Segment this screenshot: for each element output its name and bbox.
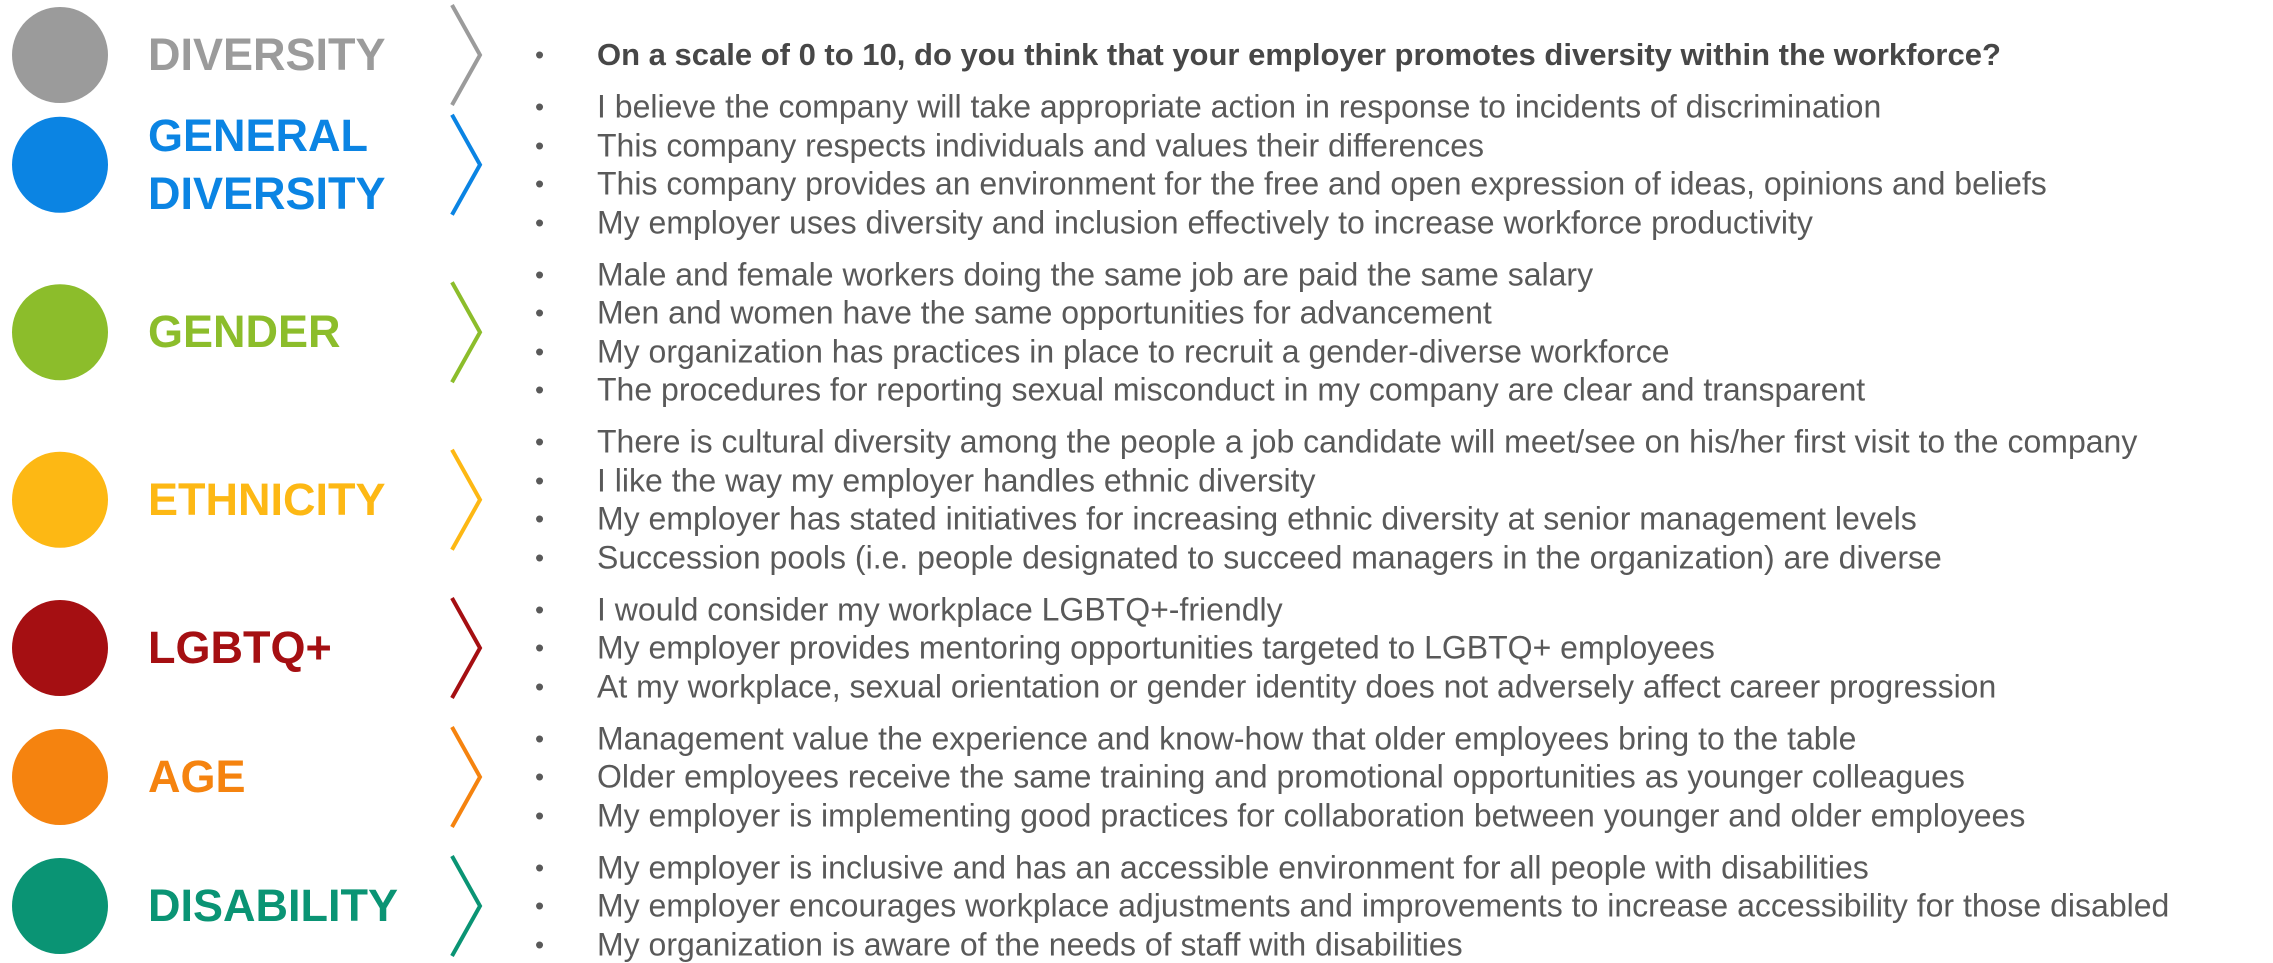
bullet: • [535, 503, 545, 534]
bullet: • [535, 130, 545, 160]
bullet: • [535, 632, 545, 663]
chevron [450, 597, 483, 699]
item-text: My employer has stated initiatives for i… [597, 500, 1917, 537]
section-label: DISABILITY [148, 880, 399, 931]
bullet: • [535, 39, 545, 70]
bullet: • [535, 297, 545, 328]
bullet: • [535, 465, 545, 495]
chevron [450, 855, 483, 957]
bullet: • [535, 761, 545, 792]
bullet: • [535, 91, 545, 122]
item-text: My employer is implementing good practic… [597, 797, 2026, 833]
bullet: • [535, 207, 545, 237]
section-label: GENERAL DIVERSITY [148, 109, 386, 219]
item-text: Men and women have the same opportunitie… [597, 294, 1492, 331]
item-text: Older employees receive the same trainin… [597, 758, 1965, 795]
item-text: My employer provides mentoring opportuni… [597, 629, 1715, 666]
section-dot [12, 858, 108, 954]
item-text: This company provides an environment for… [597, 165, 2047, 202]
bullet: • [535, 723, 545, 753]
item-text: My employer encourages workplace adjustm… [597, 887, 2170, 924]
bullet: • [535, 594, 545, 624]
section-label: AGE [148, 751, 246, 802]
bullet: • [535, 671, 545, 701]
item-text: Management value the experience and know… [597, 720, 1857, 756]
bullet: • [535, 374, 545, 405]
item-text: Male and female workers doing the same j… [597, 256, 1594, 292]
section-label: LGBTQ+ [148, 622, 332, 673]
section-dot [12, 284, 108, 381]
bullet: • [535, 800, 545, 830]
chevron [450, 281, 483, 384]
section-label: ETHNICITY [148, 473, 386, 525]
item-text: I believe the company will take appropri… [597, 88, 1882, 125]
section-dot [12, 600, 108, 696]
item-text: This company respects individuals and va… [597, 127, 1484, 163]
item-text: At my workplace, sexual orientation or g… [597, 668, 1997, 704]
item-text: The procedures for reporting sexual misc… [597, 371, 1866, 408]
section-dot [12, 116, 108, 213]
bullet: • [535, 929, 545, 959]
chevron [450, 4, 483, 106]
bullet: • [535, 168, 545, 199]
chevron [450, 726, 483, 828]
section-dot [12, 451, 108, 548]
bullet: • [535, 336, 545, 366]
bullet: • [535, 890, 545, 921]
section-dot [12, 729, 108, 825]
item-text: My organization is aware of the needs of… [597, 926, 1463, 962]
item-text: My organization has practices in place t… [597, 333, 1670, 369]
section-label: DIVERSITY [148, 29, 386, 80]
item-text: There is cultural diversity among the pe… [597, 423, 2138, 460]
item-text: My employer is inclusive and has an acce… [597, 849, 1869, 885]
item-text: My employer uses diversity and inclusion… [597, 204, 1813, 240]
chevron [450, 113, 483, 216]
item-text: Succession pools (i.e. people designated… [597, 539, 1942, 575]
bullet: • [535, 426, 545, 457]
bullet: • [535, 259, 545, 289]
item-text: I would consider my workplace LGBTQ+-fri… [597, 591, 1283, 627]
section-label: GENDER [148, 306, 341, 358]
item-text: I like the way my employer handles ethni… [597, 462, 1316, 498]
item-text: On a scale of 0 to 10, do you think that… [597, 37, 2001, 72]
section-dot [12, 7, 108, 103]
bullet: • [535, 852, 545, 882]
bullet: • [535, 542, 545, 572]
chevron [450, 448, 483, 551]
